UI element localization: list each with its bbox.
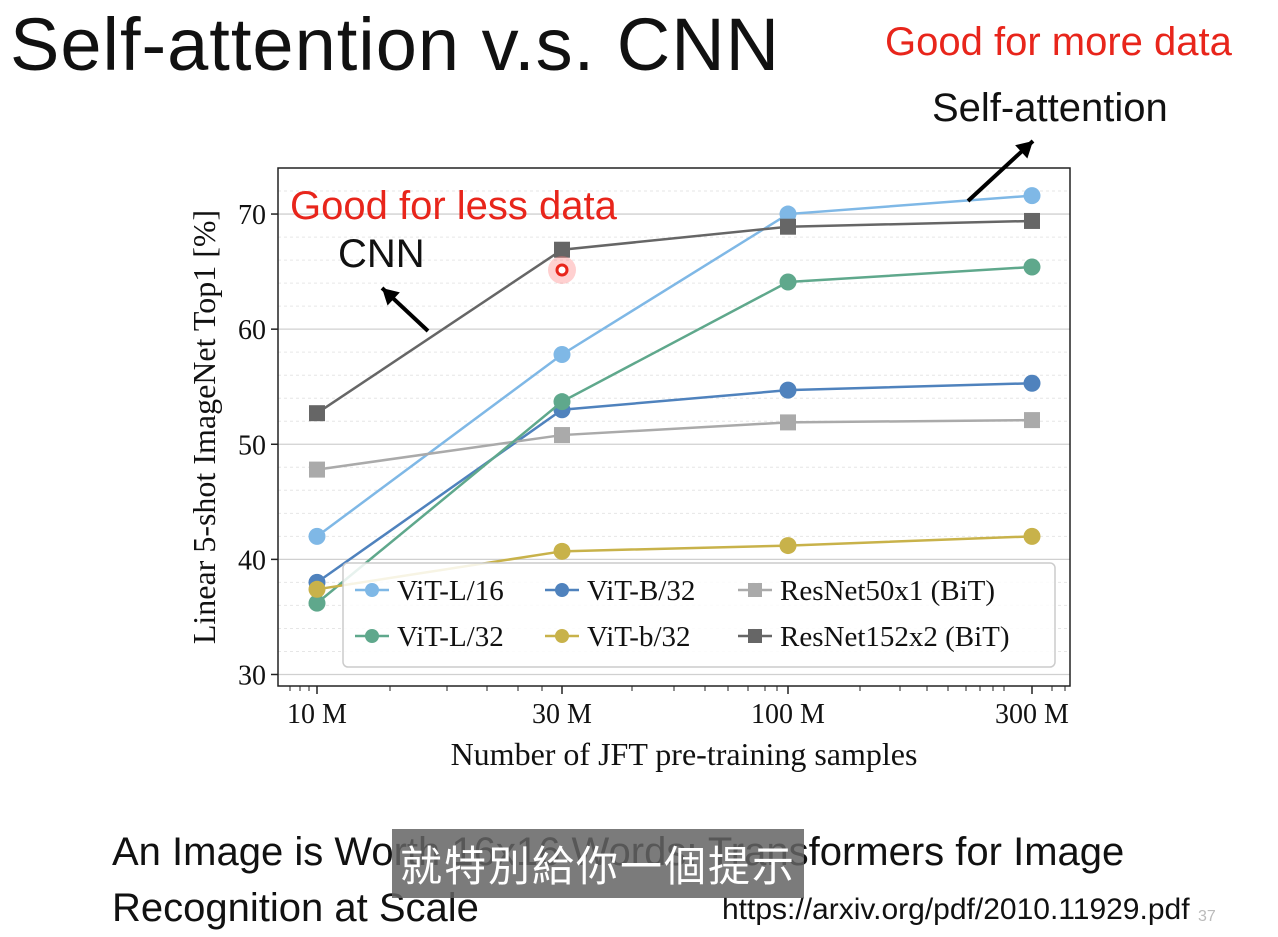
x-tick-label: 30 M bbox=[532, 699, 592, 730]
good-for-less-data-note: Good for less data bbox=[290, 184, 617, 228]
legend-swatch-marker bbox=[555, 629, 569, 643]
legend-label: ResNet152x2 (BiT) bbox=[780, 621, 1010, 653]
legend-swatch-marker bbox=[555, 583, 569, 597]
data-point bbox=[309, 405, 325, 422]
legend-label: ViT-b/32 bbox=[587, 621, 691, 653]
data-point bbox=[780, 414, 796, 431]
data-point bbox=[779, 381, 797, 399]
legend-swatch-marker bbox=[365, 583, 379, 597]
data-point bbox=[1023, 527, 1041, 545]
slide-title: Self-attention v.s. CNN bbox=[10, 3, 781, 86]
legend-swatch-marker bbox=[748, 583, 762, 597]
cnn-note: CNN bbox=[338, 232, 425, 276]
y-tick-label: 30 bbox=[238, 660, 266, 691]
series-line bbox=[316, 219, 1033, 415]
cursor-icon bbox=[555, 263, 569, 277]
data-point bbox=[553, 542, 571, 560]
self-attention-note: Self-attention bbox=[932, 86, 1168, 130]
video-subtitle: 就特別給你一個提示 bbox=[392, 829, 805, 898]
data-point bbox=[779, 273, 797, 291]
page-number: 37 bbox=[1198, 908, 1216, 925]
legend-label: ViT-L/16 bbox=[397, 575, 504, 607]
y-axis-label: Linear 5-shot ImageNet Top1 [%] bbox=[186, 210, 222, 644]
x-tick-label: 300 M bbox=[995, 699, 1069, 730]
data-point bbox=[308, 594, 326, 612]
y-tick-label: 60 bbox=[238, 315, 266, 346]
arrow-head bbox=[1015, 141, 1033, 159]
legend-swatch-marker bbox=[365, 629, 379, 643]
x-tick-label: 100 M bbox=[751, 699, 825, 730]
data-point bbox=[1023, 374, 1041, 392]
legend-box bbox=[342, 562, 1056, 668]
series-line bbox=[316, 265, 1033, 605]
data-point bbox=[554, 241, 570, 258]
data-point bbox=[780, 218, 796, 235]
data-point bbox=[553, 393, 571, 411]
data-point bbox=[779, 537, 797, 555]
legend-label: ResNet50x1 (BiT) bbox=[780, 575, 995, 607]
y-tick-label: 70 bbox=[238, 200, 266, 231]
data-point bbox=[308, 580, 326, 598]
data-point bbox=[1023, 187, 1041, 205]
series-line bbox=[316, 418, 1033, 471]
data-point bbox=[1024, 412, 1040, 429]
data-point bbox=[553, 345, 571, 363]
legend-label: ViT-L/32 bbox=[397, 621, 504, 653]
paper-url[interactable]: https://arxiv.org/pdf/2010.11929.pdf bbox=[722, 893, 1190, 926]
data-point bbox=[1023, 258, 1041, 276]
x-axis-label: Number of JFT pre-training samples bbox=[451, 736, 918, 772]
arrow-head bbox=[382, 288, 400, 306]
good-for-more-data-note: Good for more data bbox=[885, 20, 1232, 64]
data-point bbox=[779, 205, 797, 223]
series-line bbox=[316, 382, 1033, 584]
legend-swatch-marker bbox=[748, 629, 762, 643]
data-point bbox=[309, 461, 325, 478]
data-point bbox=[1024, 212, 1040, 229]
y-tick-label: 40 bbox=[238, 545, 266, 576]
data-point bbox=[308, 527, 326, 545]
data-point bbox=[554, 427, 570, 444]
x-tick-label: 10 M bbox=[287, 699, 347, 730]
legend-label: ViT-B/32 bbox=[587, 575, 695, 607]
series-line bbox=[316, 194, 1033, 538]
y-tick-label: 50 bbox=[238, 430, 266, 461]
